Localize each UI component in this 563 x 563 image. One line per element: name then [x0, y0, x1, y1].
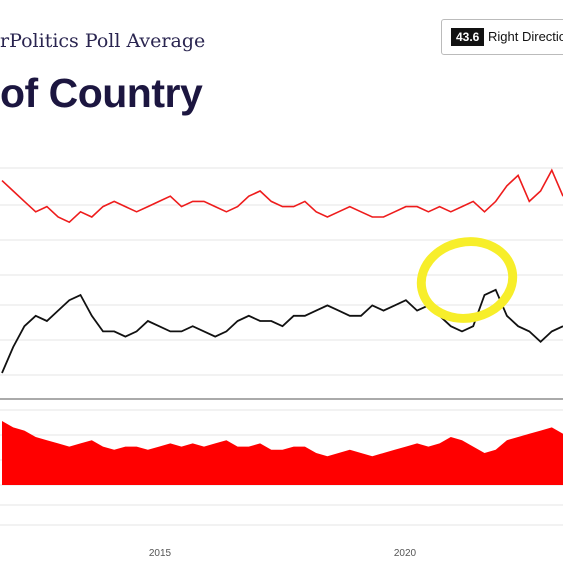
legend-box[interactable]: 43.6 Right Direction — [441, 19, 563, 55]
series-wrong-track-line — [1, 168, 563, 224]
x-tick-label: 2015 — [149, 548, 172, 559]
x-axis-ticks: 2015 2020 — [149, 548, 417, 559]
legend-label: Right Direction — [488, 29, 563, 44]
x-tick-label: 2020 — [394, 548, 417, 559]
highlight-circle-annotation — [416, 237, 518, 323]
spread-area — [2, 421, 563, 485]
chart-title: of Country — [0, 70, 203, 116]
legend-value-badge: 43.6 — [451, 28, 485, 46]
series-right-direction-line — [1, 288, 563, 374]
chart-subtitle: rPolitics Poll Average — [0, 30, 206, 52]
